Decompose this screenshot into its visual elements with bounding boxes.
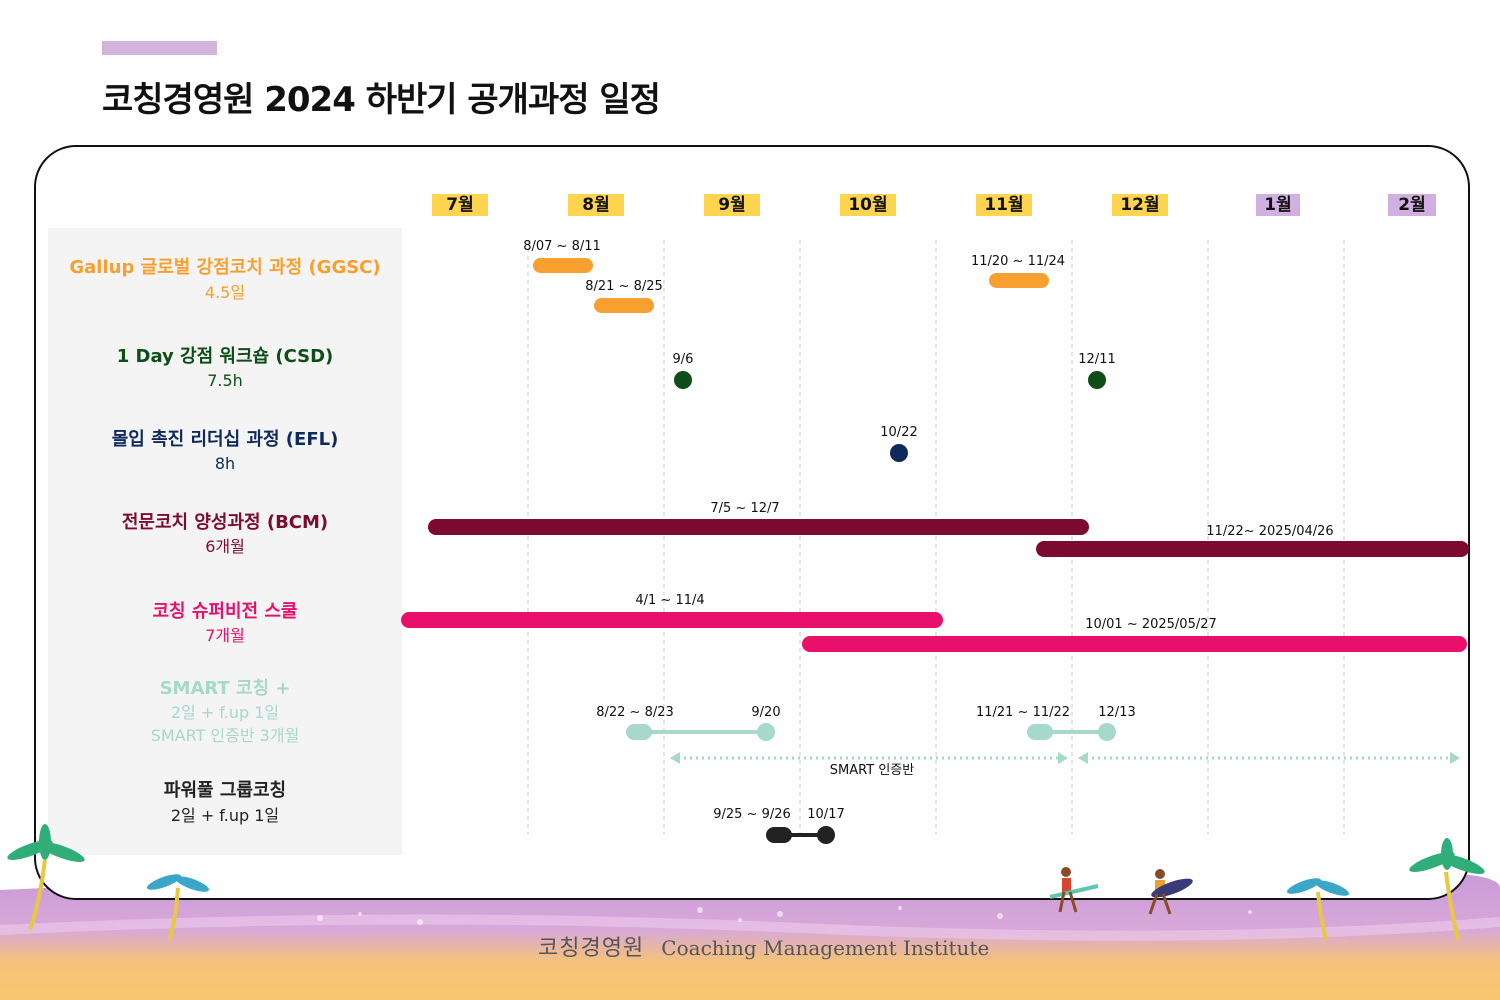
course-name-group-coaching: 파워풀 그룹코칭 xyxy=(163,780,287,801)
course-name-ggsc: Gallup 글로벌 강점코치 과정 (GGSC) xyxy=(69,257,381,278)
schedule-dot-csd-1 xyxy=(674,371,692,389)
month-header-aug: 8월 xyxy=(568,194,624,216)
palm-tree-icon xyxy=(28,859,47,931)
arrow-right-icon xyxy=(1450,752,1460,764)
course-name-bcm: 전문코치 양성과정 (BCM) xyxy=(121,512,329,533)
arrow-left-icon xyxy=(1078,752,1088,764)
date-label-smart-2a: 11/21 ~ 11/22 xyxy=(976,705,1070,720)
date-label-pgc-1b: 10/17 xyxy=(807,807,844,822)
palm-leaves-icon xyxy=(1286,878,1350,896)
course-duration-bcm: 6개월 xyxy=(205,537,245,556)
palm-leaves-icon xyxy=(146,874,210,892)
schedule-dot-pgc-1b xyxy=(817,826,835,844)
date-label-smart-2b: 12/13 xyxy=(1098,705,1135,720)
logo-english: Coaching Management Institute xyxy=(661,936,990,960)
schedule-dot-smart-2b xyxy=(1098,723,1116,741)
arrow-left-icon xyxy=(670,752,680,764)
month-header-sep: 9월 xyxy=(704,194,760,216)
logo-korean: 코칭경영원 xyxy=(538,936,645,961)
schedule-bar-pgc-1a xyxy=(766,827,792,843)
course-name-csd: 1 Day 강점 워크숍 (CSD) xyxy=(116,346,334,367)
course-duration-ggsc: 4.5일 xyxy=(204,283,246,302)
schedule-dot-smart-1b xyxy=(757,723,775,741)
schedule-bar-ggsc-1 xyxy=(533,258,593,273)
schedule-bar-bcm-1 xyxy=(428,519,1089,535)
schedule-bar-supervision-2 xyxy=(802,636,1467,652)
schedule-bar-ggsc-2 xyxy=(594,298,654,313)
course-duration-supervision: 7개월 xyxy=(205,626,245,645)
arrow-right-icon xyxy=(1058,752,1068,764)
date-label-bcm-2: 11/22~ 2025/04/26 xyxy=(1206,524,1333,539)
palm-leaves-icon xyxy=(1409,838,1485,874)
course-duration-smart-cert: SMART 인증반 3개월 xyxy=(150,726,300,745)
date-label-bcm-1: 7/5 ~ 12/7 xyxy=(710,501,779,516)
title-accent-bar xyxy=(102,41,217,55)
date-label-ggsc-2: 8/21 ~ 8/25 xyxy=(585,279,663,294)
palm-tree-icon xyxy=(1316,891,1328,941)
course-name-supervision: 코칭 슈퍼비전 스쿨 xyxy=(152,601,298,622)
schedule-bar-bcm-2 xyxy=(1036,541,1469,557)
date-label-ggsc-1: 8/07 ~ 8/11 xyxy=(523,239,601,254)
date-label-ggsc-3: 11/20 ~ 11/24 xyxy=(971,254,1065,269)
course-name-efl: 몰입 촉진 리더십 과정 (EFL) xyxy=(111,429,339,450)
month-header-jan: 1월 xyxy=(1256,194,1300,216)
palm-tree-icon xyxy=(168,887,180,941)
course-duration-csd: 7.5h xyxy=(207,371,243,390)
date-label-csd-1: 9/6 xyxy=(673,352,694,367)
month-header-jul: 7월 xyxy=(432,194,488,216)
date-label-supervision-2: 10/01 ~ 2025/05/27 xyxy=(1085,617,1217,632)
schedule-dot-csd-2 xyxy=(1088,371,1106,389)
page-title: 코칭경영원 2024 하반기 공개과정 일정 xyxy=(102,80,661,120)
schedule-bar-supervision-1 xyxy=(401,612,943,628)
course-duration-smart: 2일 + f.up 1일 xyxy=(170,703,280,722)
schedule-bar-ggsc-3 xyxy=(989,273,1049,288)
month-header-dec: 12월 xyxy=(1112,194,1168,216)
palm-tree-icon xyxy=(1444,871,1460,941)
smart-cert-label: SMART 인증반 xyxy=(830,763,914,778)
date-label-efl-1: 10/22 xyxy=(880,425,917,440)
course-label-panel xyxy=(48,228,402,855)
surfer-icon xyxy=(1148,869,1193,915)
beach-background xyxy=(0,872,1500,1000)
date-label-smart-1b: 9/20 xyxy=(751,705,780,720)
month-header-oct: 10월 xyxy=(840,194,896,216)
date-label-pgc-1a: 9/25 ~ 9/26 xyxy=(713,807,791,822)
date-label-supervision-1: 4/1 ~ 11/4 xyxy=(635,593,704,608)
schedule-bar-smart-2a xyxy=(1027,724,1053,740)
company-logo: 코칭경영원 Coaching Management Institute xyxy=(538,930,989,962)
month-header-feb: 2월 xyxy=(1388,194,1436,216)
surfer-icon xyxy=(1049,867,1099,913)
course-duration-efl: 8h xyxy=(214,454,236,473)
date-label-csd-2: 12/11 xyxy=(1078,352,1115,367)
palm-leaves-icon xyxy=(7,824,85,862)
date-label-smart-1a: 8/22 ~ 8/23 xyxy=(596,705,674,720)
month-header-nov: 11월 xyxy=(976,194,1032,216)
schedule-bar-smart-1a xyxy=(626,724,652,740)
course-duration-group-coaching: 2일 + f.up 1일 xyxy=(170,806,280,825)
schedule-dot-efl-1 xyxy=(890,444,908,462)
course-name-smart: SMART 코칭 + xyxy=(159,678,291,699)
